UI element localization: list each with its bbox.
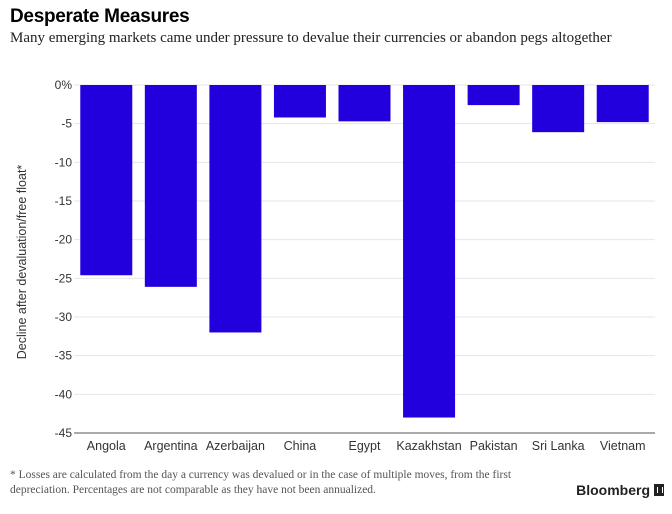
bar-pakistan [467, 85, 520, 106]
x-tick-label: Egypt [349, 439, 381, 453]
x-tick-label: Pakistan [470, 439, 518, 453]
bar-kazakhstan [403, 85, 456, 418]
x-tick-label: China [284, 439, 317, 453]
brand-name: Bloomberg [576, 482, 650, 498]
x-tick-label: Sri Lanka [532, 439, 585, 453]
bar-china [273, 85, 326, 118]
y-tick-label: 0% [55, 78, 73, 92]
bar-chart: 0% -5 -10 -15 -20 -25 -30 -35 -40 -45 Angola Argen… [15, 78, 655, 453]
y-tick-label: -25 [55, 271, 73, 285]
y-tick-label: -10 [55, 155, 73, 169]
x-tick-label: Azerbaijan [206, 439, 265, 453]
x-tick-label: Vietnam [600, 439, 646, 453]
brand-logo: Bloomberg [576, 482, 664, 498]
chart-title: Desperate Measures [10, 6, 190, 27]
y-tick-label: -20 [55, 233, 73, 247]
bar-egypt [338, 85, 391, 122]
x-tick-label: Angola [87, 439, 126, 453]
y-axis-ticks: 0% -5 -10 -15 -20 -25 -30 -35 -40 -45 [55, 78, 73, 440]
y-tick-label: -35 [55, 349, 73, 363]
bar-azerbaijan [209, 85, 262, 333]
x-axis-ticks: Angola Argentina Azerbaijan China Egypt Kazak… [87, 439, 646, 453]
bars [80, 85, 649, 418]
y-tick-label: -40 [55, 387, 73, 401]
x-tick-label: Argentina [144, 439, 198, 453]
footnote: * Losses are calculated from the day a c… [10, 469, 512, 496]
bar-angola [80, 85, 133, 276]
bar-sri-lanka [532, 85, 585, 133]
y-tick-label: -30 [55, 310, 73, 324]
y-tick-label: -45 [55, 426, 73, 440]
y-axis-label: Decline after devaluation/free float* [15, 165, 29, 360]
y-tick-label: -5 [61, 117, 72, 131]
bar-argentina [144, 85, 197, 287]
x-tick-label: Kazakhstan [396, 439, 461, 453]
bloomberg-logo-icon [654, 484, 664, 496]
chart-subtitle: Many emerging markets came under pressur… [10, 30, 612, 46]
bar-vietnam [596, 85, 649, 123]
y-tick-label: -15 [55, 194, 73, 208]
